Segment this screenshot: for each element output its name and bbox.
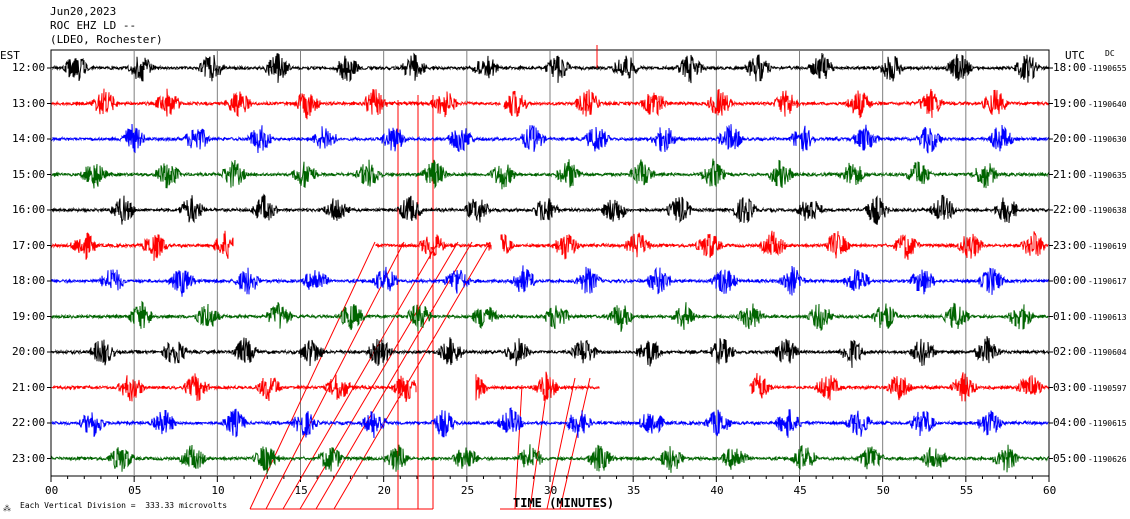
right-dc-label: DC — [1105, 49, 1115, 58]
row-label-dc: -1190655 — [1088, 64, 1127, 73]
x-tick-label: 05 — [128, 484, 142, 497]
trace-row — [51, 444, 1049, 474]
row-label-est: 13:00 — [12, 96, 46, 110]
x-tick-label: 00 — [45, 484, 59, 497]
event-line — [315, 241, 473, 510]
row-label-dc: -1190635 — [1088, 170, 1127, 180]
event-lines — [249, 45, 600, 510]
trace-row — [51, 88, 1049, 120]
event-line — [529, 379, 549, 510]
trace-row — [51, 336, 1049, 368]
trace-row — [51, 300, 1049, 332]
row-label-utc: 04:00 — [1053, 416, 1087, 429]
event-line — [559, 377, 591, 510]
trace-row — [51, 371, 1049, 403]
right-zone-label: UTC — [1065, 49, 1085, 62]
row-label-est: 15:00 — [12, 167, 46, 181]
row-label-est: 16:00 — [12, 203, 46, 216]
scale-icon: ⁂ — [3, 504, 11, 513]
row-label-dc: -1190615 — [1088, 419, 1127, 428]
row-label-utc: 05:00 — [1053, 451, 1087, 465]
row-label-dc: -1190619 — [1088, 241, 1127, 251]
left-zone-label: EST — [0, 49, 20, 62]
row-label-utc: 02:00 — [1053, 345, 1087, 358]
trace-row — [51, 193, 1049, 225]
row-label-dc: -1190617 — [1088, 277, 1127, 286]
row-label-utc: 20:00 — [1053, 132, 1087, 145]
header-station: ROC EHZ LD -- — [50, 19, 137, 32]
row-label-utc: 00:00 — [1053, 274, 1087, 287]
row-label-utc: 22:00 — [1053, 203, 1087, 216]
row-label-utc: 23:00 — [1053, 238, 1087, 252]
trace-row — [51, 52, 1049, 84]
scale-text: Each Vertical Division = 333.33 microvol… — [20, 501, 228, 510]
row-label-est: 21:00 — [12, 380, 46, 394]
row-label-dc: -1190626 — [1088, 454, 1127, 464]
x-tick-label: 30 — [544, 484, 558, 497]
header-network: (LDEO, Rochester) — [50, 33, 163, 46]
chart-grid — [47, 49, 1053, 482]
row-label-dc: -1190613 — [1088, 312, 1127, 322]
trace-row — [51, 407, 1049, 439]
row-label-utc: 03:00 — [1053, 380, 1087, 394]
row-label-dc: -1190604 — [1088, 348, 1127, 357]
event-line — [514, 384, 523, 510]
row-label-utc: 21:00 — [1053, 167, 1087, 181]
trace-layer — [51, 52, 1049, 474]
x-tick-label: 55 — [959, 484, 974, 497]
row-label-est: 14:00 — [12, 132, 46, 145]
x-tick-label: 40 — [710, 484, 724, 497]
row-label-est: 19:00 — [12, 309, 46, 323]
x-tick-label: 20 — [377, 484, 391, 497]
row-label-est: 20:00 — [12, 345, 46, 358]
trace-row — [51, 123, 1049, 154]
row-label-est: 22:00 — [12, 416, 46, 429]
x-tick-label: 10 — [211, 484, 225, 497]
row-label-utc: 18:00 — [1053, 61, 1087, 74]
event-line — [282, 241, 439, 510]
row-label-dc: -1190597 — [1088, 383, 1127, 393]
x-tick-label: 15 — [294, 484, 308, 497]
row-label-est: 17:00 — [12, 238, 46, 252]
x-tick-label: 60 — [1043, 484, 1057, 497]
trace-row — [51, 230, 1049, 261]
event-line — [546, 377, 576, 510]
row-label-dc: -1190638 — [1088, 206, 1127, 215]
x-tick-label: 50 — [876, 484, 890, 497]
trace-row — [51, 158, 1049, 190]
trace-row — [51, 265, 1049, 297]
x-tick-label: 35 — [627, 484, 641, 497]
row-label-dc: -1190640 — [1088, 99, 1127, 109]
x-tick-label: 45 — [793, 484, 807, 497]
x-tick-label: 25 — [460, 484, 475, 497]
row-label-dc: -1190630 — [1088, 135, 1127, 144]
x-axis-label: TIME (MINUTES) — [513, 496, 615, 510]
row-label-utc: 01:00 — [1053, 309, 1087, 323]
row-label-est: 12:00 — [12, 61, 46, 74]
row-label-est: 23:00 — [12, 451, 46, 465]
row-label-utc: 19:00 — [1053, 96, 1087, 110]
header-date: Jun20,2023 — [50, 5, 117, 18]
row-label-est: 18:00 — [12, 274, 46, 287]
